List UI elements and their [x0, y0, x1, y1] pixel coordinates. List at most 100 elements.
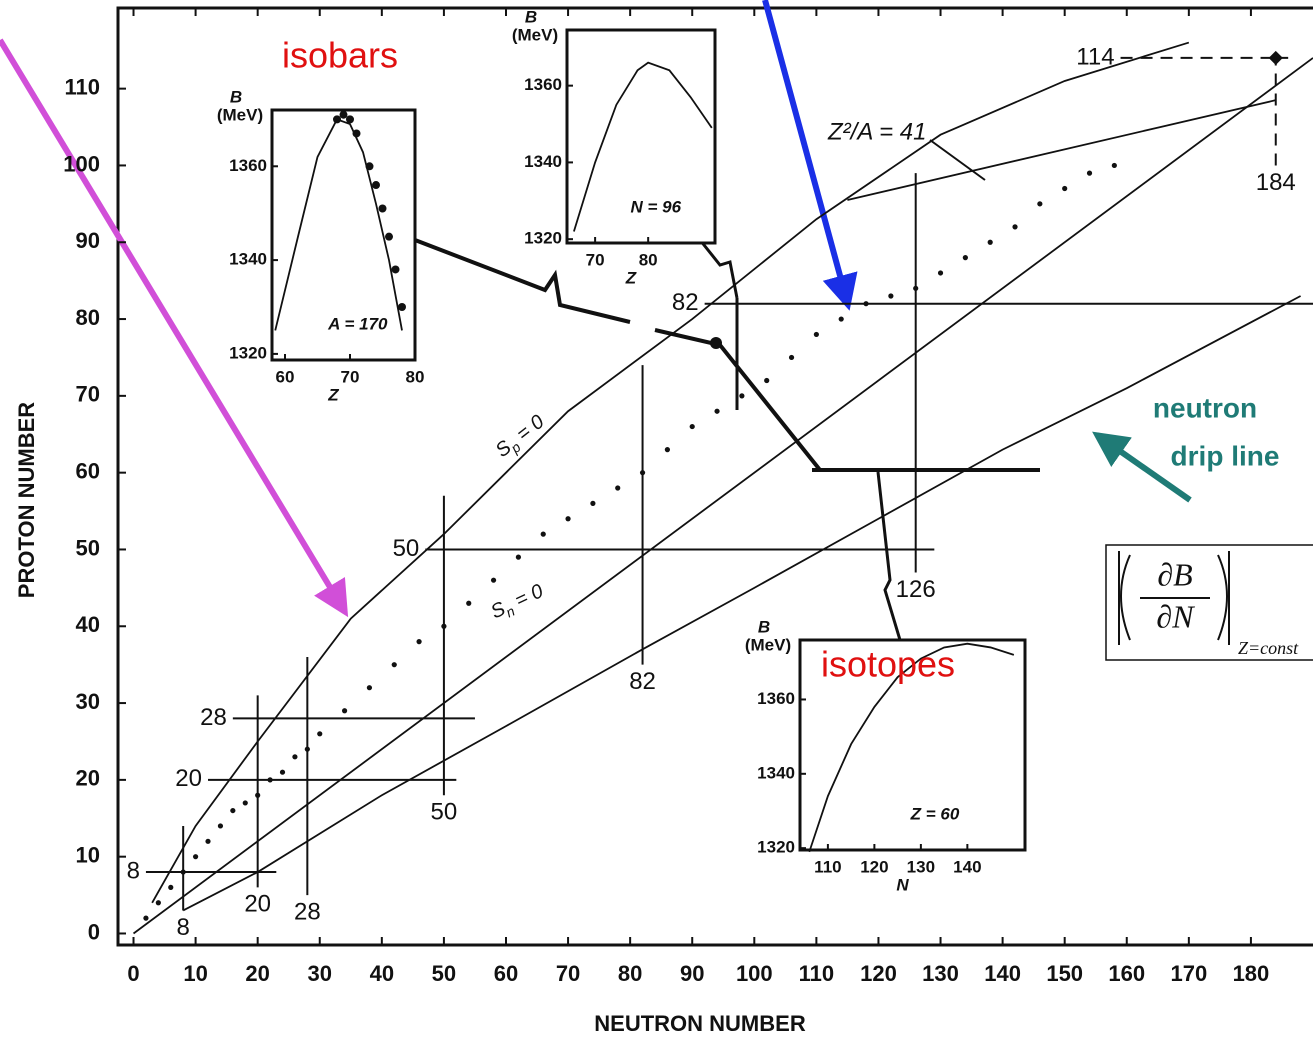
y-tick-label: 1320	[524, 229, 562, 248]
y-tick-label: 20	[76, 766, 100, 791]
data-point	[365, 162, 374, 171]
x-tick-label: 140	[953, 857, 981, 876]
y-tick-label: 1340	[524, 152, 562, 171]
y-tick-label: 100	[63, 151, 100, 176]
nuclide-dot	[615, 485, 621, 491]
curve	[573, 61, 713, 232]
data-point	[352, 129, 361, 138]
nuclide-dot	[739, 393, 745, 399]
x-tick-label: 100	[736, 961, 773, 986]
x-axis-label: Z	[625, 268, 637, 287]
y-tick-label: 0	[88, 919, 100, 944]
magic-label: 82	[672, 289, 699, 316]
x-tick-label: 110	[814, 857, 841, 876]
nuclide-dot	[242, 800, 248, 806]
magic-label: 8	[127, 857, 140, 884]
y-tick-label: 1320	[229, 343, 267, 362]
nuclide-dot	[192, 854, 199, 860]
curve-label: Z²/A = 41	[827, 118, 926, 145]
magic-label: 20	[244, 891, 271, 918]
x-tick-label: 180	[1233, 961, 1270, 986]
curve	[808, 642, 1015, 853]
x-tick-label: 160	[1108, 961, 1145, 986]
nuclide-dot	[838, 316, 844, 322]
nuclide-dot	[490, 577, 497, 583]
curve	[132, 57, 1313, 935]
nuclide-dot	[143, 915, 149, 921]
nuclide-dot	[590, 500, 596, 506]
inset: 70 80 1320 1340 1360 B(MeV) Z N = 96	[512, 7, 717, 287]
isotope-connector	[876, 471, 902, 641]
x-tick-label: 40	[370, 961, 394, 986]
inset-label: N = 96	[631, 197, 682, 216]
y-title: (MeV)	[217, 105, 263, 124]
y-tick-label: 1360	[229, 156, 267, 175]
x-axis-label: Z	[327, 385, 339, 404]
magic-label: 126	[896, 576, 936, 603]
magic-label: 20	[175, 765, 202, 792]
x-tick-label: 140	[984, 961, 1021, 986]
x-tick-label: 70	[341, 367, 360, 386]
y-title: B	[525, 7, 537, 26]
nuclide-dot	[217, 823, 224, 829]
nuclide-dot	[788, 354, 795, 361]
isobar-connector	[414, 238, 631, 324]
y-title: B	[758, 617, 770, 636]
formula-denominator: ∂N	[1156, 598, 1195, 634]
nuclide-dot	[962, 255, 968, 261]
curve	[847, 99, 1276, 201]
y-tick-label: 1360	[524, 75, 562, 94]
nuclide-dot	[1111, 162, 1117, 169]
magic-label: 114	[1076, 43, 1114, 70]
curve	[182, 295, 1302, 912]
x-tick-label: 80	[639, 250, 658, 269]
x-axis-label: NEUTRON NUMBER	[594, 1011, 806, 1036]
nuclide-dot	[279, 769, 286, 775]
nuclide-dot	[515, 554, 522, 560]
annotation: neutron	[1153, 392, 1257, 423]
formula-numerator: ∂B	[1157, 556, 1192, 592]
y-title: (MeV)	[745, 635, 791, 654]
leader-line	[929, 139, 986, 181]
data-point	[378, 204, 387, 213]
x-tick-label: 60	[276, 367, 295, 386]
x-tick-label: 120	[860, 961, 897, 986]
arrow	[762, 0, 858, 311]
inset-label: Z = 60	[910, 804, 960, 823]
connector-dot	[710, 337, 722, 349]
x-tick-label: 30	[308, 961, 332, 986]
x-tick-label: 60	[494, 961, 518, 986]
y-tick-label: 1360	[757, 689, 795, 708]
x-tick-label: 10	[183, 961, 207, 986]
y-tick-label: 1320	[757, 838, 795, 857]
x-tick-label: 50	[432, 961, 456, 986]
nuclide-dot	[341, 708, 348, 714]
inset-frame	[798, 638, 1027, 852]
y-tick-label: 90	[76, 228, 100, 253]
nuclide-dot	[764, 377, 770, 384]
data-point	[398, 302, 406, 311]
nuclide-dot	[813, 331, 819, 338]
nuclide-dot	[689, 423, 695, 430]
inset: 110 120 130 140 1320 1340 1360 B(MeV) N Z = 60 iso…	[745, 617, 1027, 894]
nuclide-dot	[664, 447, 670, 453]
nuclide-dot	[987, 239, 993, 245]
y-tick-label: 50	[76, 535, 100, 560]
data-point	[333, 115, 341, 124]
x-tick-label: 20	[245, 961, 269, 986]
y-tick-label: 40	[76, 612, 100, 637]
plot-frame	[116, 6, 1313, 947]
magic-label: 50	[393, 535, 420, 562]
nuclide-dot	[1086, 170, 1093, 176]
nuclide-dot	[1012, 224, 1018, 230]
nuclide-dot	[168, 884, 174, 890]
y-title: (MeV)	[512, 25, 558, 44]
nuclide-dot	[1037, 201, 1043, 207]
nuclide-dot	[155, 900, 161, 906]
x-tick-label: 150	[1046, 961, 1083, 986]
y-tick-label: 60	[76, 458, 100, 483]
inset-label: A = 170	[327, 314, 388, 333]
nuclide-dot	[230, 807, 236, 814]
paren	[1217, 554, 1228, 641]
